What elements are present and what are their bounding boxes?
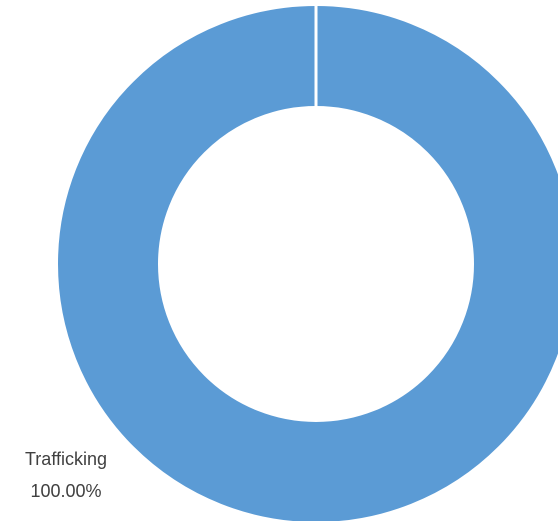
donut-slice-trafficking bbox=[58, 6, 558, 521]
data-label-percent: 100.00% bbox=[30, 481, 101, 501]
data-label-category: Trafficking bbox=[25, 449, 107, 469]
data-labels: Trafficking 100.00% bbox=[25, 449, 107, 501]
donut-slices bbox=[58, 6, 558, 521]
